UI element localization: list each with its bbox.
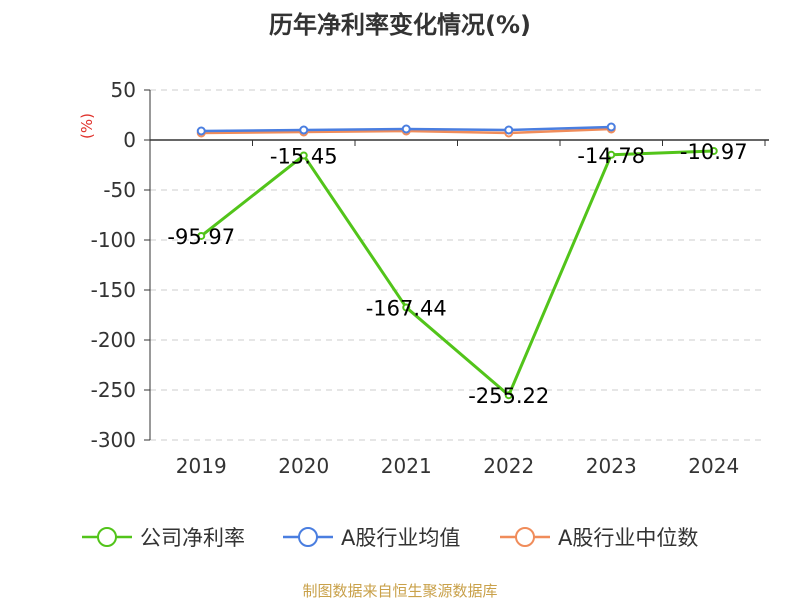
series-point-1 [299, 151, 308, 160]
legend-label: 公司净利率 [140, 526, 245, 550]
legend-marker [97, 527, 117, 547]
x-tick-label: 2022 [483, 454, 534, 478]
series-point-1 [504, 391, 513, 400]
grid-lines [150, 89, 765, 441]
legend-marker [515, 527, 535, 547]
legend-label: A股行业均值 [341, 526, 460, 550]
data-label: -10.97 [680, 140, 748, 164]
y-tick-label: -50 [103, 178, 136, 202]
series-point-2 [299, 125, 309, 135]
legend-label: A股行业中位数 [558, 526, 698, 550]
series-line-1 [200, 149, 714, 397]
data-label: -255.22 [468, 384, 549, 408]
series-point-1 [607, 150, 616, 159]
series-layer [196, 122, 718, 400]
series-point-2 [196, 126, 206, 136]
series-point-1 [197, 231, 206, 240]
y-tick-label: 50 [111, 78, 136, 102]
x-tick-label: 2024 [688, 454, 739, 478]
y-tick-label: -250 [91, 378, 136, 402]
y-tick-label: -200 [91, 328, 136, 352]
data-label: -15.45 [270, 144, 338, 168]
x-axis: 2019 2020 2021 2022 2023 2024 [149, 139, 769, 478]
y-tick-label: -100 [91, 228, 136, 252]
x-tick-label: 2023 [586, 454, 637, 478]
source-note: 制图数据来自恒生聚源数据库 [302, 582, 497, 600]
data-label: -95.97 [167, 225, 235, 249]
x-tick-label: 2020 [278, 454, 329, 478]
data-label: -167.44 [366, 296, 447, 320]
y-tick-label: -150 [91, 278, 136, 302]
series-point-1 [402, 303, 411, 312]
series-point-2 [606, 122, 616, 132]
legend: 公司净利率 A股行业均值 A股行业中位数 [82, 526, 698, 550]
x-tick-label: 2019 [176, 454, 227, 478]
y-axis: 50 0 -50 -100 -150 -200 -250 -300 [91, 78, 151, 452]
y-tick-label: 0 [123, 128, 136, 152]
series-point-2 [504, 125, 514, 135]
data-label: -14.78 [577, 144, 645, 168]
y-tick-label: -300 [91, 428, 136, 452]
series-point-1 [709, 146, 718, 155]
data-labels: -95.97 -15.45 -167.44 -255.22 -14.78 -10.97 [167, 140, 747, 408]
x-tick-label: 2021 [381, 454, 432, 478]
legend-marker [298, 527, 318, 547]
series-point-2 [401, 124, 411, 134]
y-axis-label: (%) [78, 113, 96, 139]
chart-title: 历年净利率变化情况(%) [269, 11, 531, 39]
